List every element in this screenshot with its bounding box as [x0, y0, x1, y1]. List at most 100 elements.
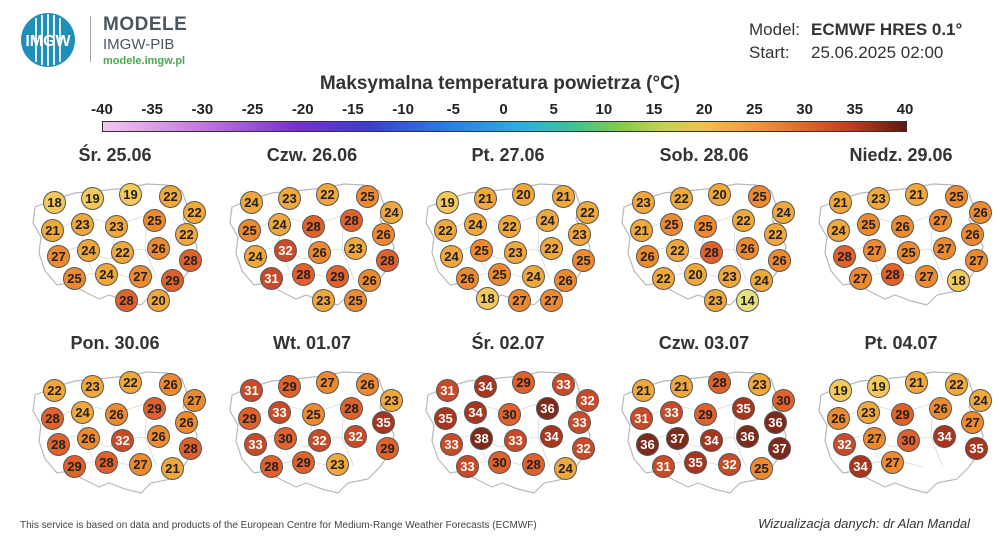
logo-org: IMGW-PIB	[103, 36, 175, 53]
temperature-badge: 24	[77, 239, 100, 262]
scale-tick-label: 20	[695, 101, 713, 118]
scale-tick-label: -10	[392, 101, 414, 118]
temperature-badge: 24	[827, 219, 850, 242]
temperature-badge: 26	[961, 223, 984, 246]
logo-title: MODELE	[103, 14, 188, 35]
temperature-badge: 23	[105, 215, 128, 238]
map-date-label: Czw. 03.07	[658, 333, 750, 353]
model-info: Model: ECMWF HRES 0.1° Start: 25.06.2025 0…	[749, 18, 962, 64]
temperature-badge: 26	[105, 403, 128, 426]
temperature-badge: 24	[750, 269, 773, 292]
map-panel: Czw. 03.07 21 21 28 23 30 31 33 29 35 36 36 37 34 36 37…	[606, 333, 802, 511]
map-date-label: Wt. 01.07	[272, 333, 352, 353]
temperature-badge: 23	[380, 389, 403, 412]
temperature-badge: 36	[764, 411, 787, 434]
temperature-badge: 25	[945, 185, 968, 208]
temperature-badge: 35	[684, 451, 707, 474]
map-date-label: Pt. 27.06	[471, 145, 545, 165]
temperature-badge: 28	[302, 215, 325, 238]
temperature-badge: 19	[867, 375, 890, 398]
temperature-badge: 25	[660, 213, 683, 236]
temperature-badge: 29	[512, 371, 535, 394]
scale-tick-label: 30	[796, 101, 813, 118]
temperature-badge: 33	[568, 411, 591, 434]
temperature-badge: 24	[244, 245, 267, 268]
temperature-badge: 26	[175, 411, 198, 434]
temperature-badge: 28	[700, 241, 723, 264]
temperature-badge: 26	[147, 237, 170, 260]
temperature-badge: 26	[636, 245, 659, 268]
temperature-badge: 20	[708, 183, 731, 206]
scale-tick-label: 5	[549, 101, 558, 118]
temperature-badge: 22	[764, 223, 787, 246]
start-label: Start:	[749, 43, 790, 62]
temperature-badge: 30	[897, 429, 920, 452]
temperature-badge: 22	[119, 371, 142, 394]
temperature-badge: 24	[440, 245, 463, 268]
temperature-badge: 18	[43, 191, 66, 214]
temperature-badge: 33	[440, 433, 463, 456]
temperature-badge: 22	[159, 185, 182, 208]
temperature-badge: 26	[891, 215, 914, 238]
temperature-badge: 34	[933, 425, 956, 448]
temperature-badge: 30	[772, 389, 795, 412]
temperature-badge: 27	[129, 265, 152, 288]
temperature-badge: 21	[632, 379, 655, 402]
temperature-badge: 21	[41, 219, 64, 242]
temperature-badge: 32	[718, 453, 741, 476]
main-title: Maksymalna temperatura powietrza (°C)	[319, 73, 681, 94]
temperature-badge: 31	[260, 267, 283, 290]
temperature-badge: 26	[77, 427, 100, 450]
temperature-badge: 28	[179, 249, 202, 272]
temperature-badge: 23	[71, 213, 94, 236]
temperature-badge: 21	[630, 219, 653, 242]
temperature-badge: 25	[470, 239, 493, 262]
temperature-badge: 26	[827, 407, 850, 430]
temperature-badge: 28	[41, 407, 64, 430]
temperature-badge: 22	[175, 223, 198, 246]
temperature-badge: 23	[867, 187, 890, 210]
map-date-label: Śr. 25.06	[78, 145, 152, 165]
temperature-badge: 33	[456, 455, 479, 478]
temperature-badge: 27	[881, 451, 904, 474]
temperature-badge: 22	[434, 219, 457, 242]
scale-tick-label: 15	[645, 101, 663, 118]
color-scale-ticks: -40 -35 -30 -25 -20 -15 -10 -5 0 5 10 15 20 25 30 35 40	[91, 101, 925, 119]
temperature-badge: 25	[750, 457, 773, 480]
temperature-badge: 24	[380, 201, 403, 224]
temperature-badge: 22	[316, 183, 339, 206]
scale-tick-label: -30	[191, 101, 214, 118]
temperature-badge: 27	[965, 249, 988, 272]
temperature-badge: 28	[340, 397, 363, 420]
temperature-badge: 35	[372, 411, 395, 434]
temperature-badge: 24	[772, 201, 795, 224]
temperature-badge: 27	[863, 427, 886, 450]
temperature-badge: 26	[159, 373, 182, 396]
temperature-badge: 32	[833, 433, 856, 456]
temperature-badge: 26	[147, 425, 170, 448]
temperature-badge: 27	[47, 245, 70, 268]
temperature-badge: 33	[552, 373, 575, 396]
temperature-badge: 29	[161, 269, 184, 292]
temperature-badge: 36	[736, 425, 759, 448]
temperature-badge: 27	[183, 389, 206, 412]
scale-tick-label: 25	[746, 101, 763, 118]
map-date-label: Pon. 30.06	[70, 333, 160, 353]
temperature-badge: 29	[63, 455, 86, 478]
temperature-badge: 28	[47, 433, 70, 456]
temperature-badge: 22	[498, 215, 521, 238]
map-panel: Śr. 02.07 31 34 29 33 32 35 34 30 36 33 33 38 33 34 32 3…	[410, 333, 606, 511]
scale-tick-label: 35	[846, 101, 864, 118]
author-credit: Wizualizacja danych: dr Alan Mandal	[758, 516, 970, 531]
model-label: Model:	[749, 20, 801, 39]
logo-url-link[interactable]: modele.imgw.pl	[103, 55, 186, 67]
scale-tick-label: -15	[342, 101, 364, 118]
temperature-badge: 25	[748, 185, 771, 208]
imgw-logo-icon: IMGW	[21, 13, 75, 67]
temperature-badge: 36	[536, 397, 559, 420]
temperature-badge: 27	[915, 265, 938, 288]
temperature-badge: 23	[632, 191, 655, 214]
temperature-badge: 31	[240, 379, 263, 402]
temperature-badge: 30	[274, 427, 297, 450]
temperature-badge: 24	[536, 209, 559, 232]
